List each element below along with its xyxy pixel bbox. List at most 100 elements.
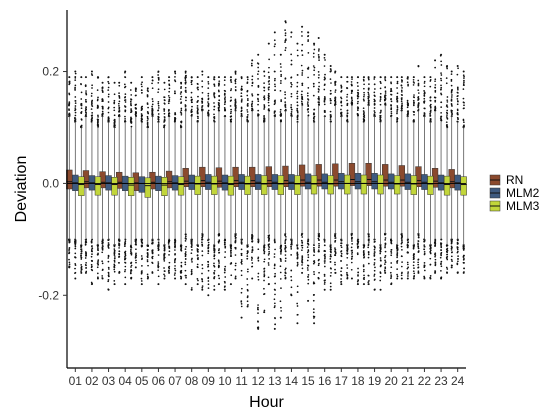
outlier-point [174, 72, 177, 75]
outlier-point [207, 260, 209, 263]
outlier-point [396, 92, 399, 95]
outlier-point [340, 278, 342, 280]
outlier-point [84, 241, 87, 244]
outlier-point [234, 101, 237, 104]
outlier-point [401, 105, 403, 108]
box-body [177, 176, 185, 196]
outlier-point [201, 85, 204, 88]
outlier-point [68, 261, 71, 264]
outlier-point [373, 100, 376, 103]
outlier-point [218, 240, 221, 243]
outlier-point [323, 273, 326, 276]
outlier-point [429, 257, 432, 260]
outlier-point [151, 98, 154, 100]
outlier-point [157, 241, 160, 244]
outlier-point [318, 74, 320, 76]
outlier-point [173, 79, 176, 81]
x-tick-label: 01 [69, 374, 83, 388]
outlier-point [263, 309, 266, 312]
outlier-point [246, 114, 249, 116]
outlier-point [107, 242, 110, 244]
outlier-point [307, 240, 310, 243]
outlier-point [273, 267, 276, 270]
outlier-point [230, 121, 232, 123]
outlier-point [380, 111, 382, 113]
outlier-point [440, 242, 442, 245]
outlier-point [263, 260, 266, 263]
outlier-point [218, 106, 221, 108]
outlier-point [174, 112, 177, 114]
outlier-point [163, 273, 165, 276]
outlier-point [240, 274, 243, 277]
outlier-point [140, 117, 143, 120]
outlier-point [400, 79, 403, 81]
outlier-point [367, 101, 370, 104]
box-mlm2-08 [188, 76, 195, 291]
outlier-point [396, 106, 399, 109]
outlier-point [306, 251, 309, 254]
outlier-point [273, 79, 276, 82]
outlier-point [147, 106, 149, 109]
outlier-point [101, 277, 104, 280]
outlier-point [280, 113, 283, 116]
outlier-point [456, 64, 459, 67]
outlier-point [373, 258, 376, 261]
outlier-point [113, 244, 116, 247]
outlier-point [180, 261, 183, 264]
outlier-point [306, 92, 309, 95]
outlier-point [229, 283, 232, 286]
outlier-point [413, 267, 415, 269]
box-mlm3-19 [377, 76, 384, 291]
outlier-point [134, 104, 137, 106]
outlier-point [80, 263, 83, 266]
outlier-point [445, 82, 448, 85]
outlier-point [108, 268, 110, 270]
outlier-point [374, 95, 376, 97]
outlier-point [462, 258, 465, 261]
outlier-point [184, 252, 187, 255]
y-tick-label: -0.2 [38, 288, 59, 302]
outlier-point [217, 274, 220, 277]
outlier-point [374, 240, 376, 243]
outlier-point [346, 245, 349, 248]
outlier-point [306, 246, 309, 248]
outlier-point [301, 103, 304, 105]
outlier-point [217, 241, 220, 244]
box-mlm3-08 [194, 76, 201, 286]
legend-label: RN [506, 173, 523, 187]
outlier-point [213, 271, 215, 274]
outlier-point [113, 248, 116, 250]
outlier-point [350, 238, 353, 240]
x-tick-label: 16 [318, 374, 332, 388]
outlier-point [290, 59, 293, 62]
outlier-point [101, 242, 104, 245]
outlier-point [129, 252, 132, 254]
outlier-point [174, 246, 176, 249]
outlier-point [213, 78, 215, 80]
outlier-point [456, 103, 459, 106]
box-mlm3-16 [327, 64, 334, 291]
outlier-point [213, 102, 215, 104]
outlier-point [450, 242, 453, 245]
outlier-point [340, 260, 342, 262]
box-rn-03 [99, 81, 106, 280]
box-mlm2-24 [454, 64, 461, 274]
outlier-point [168, 261, 171, 264]
box-mlm2-17 [338, 76, 345, 286]
outlier-point [101, 260, 104, 263]
outlier-point [274, 317, 276, 320]
outlier-point [251, 248, 254, 251]
outlier-point [184, 283, 187, 286]
outlier-point [263, 311, 266, 314]
outlier-point [401, 240, 403, 242]
outlier-point [301, 74, 304, 76]
outlier-point [273, 298, 276, 301]
outlier-point [346, 277, 349, 280]
outlier-point [412, 264, 415, 267]
outlier-point [373, 91, 376, 94]
outlier-point [373, 275, 376, 277]
outlier-point [462, 107, 465, 110]
box-body [211, 175, 218, 195]
outlier-point [462, 126, 465, 128]
outlier-point [429, 109, 432, 112]
